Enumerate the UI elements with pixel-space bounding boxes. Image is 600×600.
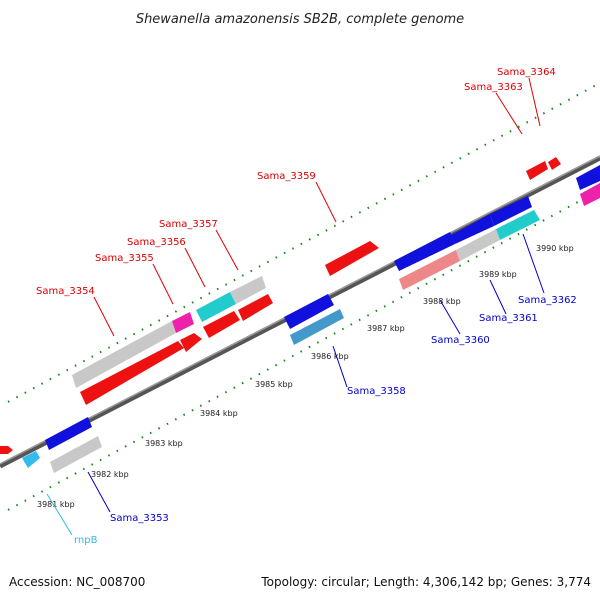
rna-feature-rnpb[interactable] <box>22 451 40 468</box>
gene-label-sama-3358[interactable]: Sama_3358 <box>347 386 406 397</box>
gene-feature-sama-3353[interactable] <box>45 417 92 450</box>
gene-label-sama-3354[interactable]: Sama_3354 <box>36 286 95 297</box>
label-leader-lines <box>46 77 545 536</box>
tick-track-inner <box>7 189 600 511</box>
gene-feature-sama-3359[interactable] <box>325 241 379 276</box>
feature-track <box>0 157 600 473</box>
gene-feature[interactable] <box>456 229 500 261</box>
scale-label: 3990 kbp <box>536 244 574 253</box>
gene-label-sama-3361[interactable]: Sama_3361 <box>479 313 538 324</box>
map-title: Shewanella amazonensis SB2B, complete ge… <box>136 12 464 27</box>
gene-feature[interactable] <box>0 446 13 454</box>
gene-label-sama-3363[interactable]: Sama_3363 <box>464 82 523 93</box>
scale-labels: 3981 kbp 3982 kbp 3983 kbp 3984 kbp 3985… <box>37 244 574 509</box>
gene-feature-sama-3362[interactable] <box>490 196 532 226</box>
gene-feature-sama-3354[interactable] <box>80 341 184 405</box>
gene-label-sama-3364[interactable]: Sama_3364 <box>497 67 556 78</box>
scale-label: 3983 kbp <box>145 439 183 448</box>
gene-feature-sama-3358-stack[interactable] <box>290 309 344 345</box>
gene-label-sama-3362[interactable]: Sama_3362 <box>518 295 577 306</box>
gene-feature-sama-3356[interactable] <box>196 292 236 322</box>
scale-label: 3986 kbp <box>311 352 349 361</box>
gene-feature-sama-3361[interactable] <box>451 214 494 244</box>
accession-text: Accession: NC_008700 <box>9 575 145 589</box>
scale-label: 3989 kbp <box>479 270 517 279</box>
gene-label-sama-3356[interactable]: Sama_3356 <box>127 237 186 248</box>
gene-feature-sama-3362-cyan[interactable] <box>496 210 540 240</box>
gene-feature-sama-3354-magenta[interactable] <box>172 312 194 333</box>
tick-track-outer <box>7 82 600 403</box>
gene-feature[interactable] <box>203 311 240 338</box>
scale-label: 3981 kbp <box>37 500 75 509</box>
gene-label-sama-3359[interactable]: Sama_3359 <box>257 171 316 182</box>
gene-feature[interactable] <box>580 183 600 206</box>
gene-feature-sama-3354-gray[interactable] <box>72 321 176 388</box>
gene-feature-sama-3364[interactable] <box>548 157 561 170</box>
gene-feature-sama-3360-salmon[interactable] <box>399 250 460 290</box>
gene-feature-sama-3355[interactable] <box>180 333 202 352</box>
gene-feature[interactable] <box>50 436 102 473</box>
gene-labels: Sama_3364 Sama_3363 Sama_3359 Sama_3357 … <box>36 67 577 546</box>
gene-feature-sama-3360[interactable] <box>394 232 455 271</box>
scale-label: 3982 kbp <box>91 470 129 479</box>
gene-label-rnpb[interactable]: rnpB <box>74 535 98 546</box>
gene-feature[interactable] <box>238 294 273 321</box>
scale-label: 3985 kbp <box>255 380 293 389</box>
gene-label-sama-3357[interactable]: Sama_3357 <box>159 219 218 230</box>
gene-label-sama-3360[interactable]: Sama_3360 <box>431 335 490 346</box>
scale-label: 3984 kbp <box>200 409 238 418</box>
gene-label-sama-3355[interactable]: Sama_3355 <box>95 253 154 264</box>
gene-label-sama-3353[interactable]: Sama_3353 <box>110 513 169 524</box>
gene-feature-sama-3363[interactable] <box>526 161 548 180</box>
scale-label: 3988 kbp <box>423 297 461 306</box>
gene-feature-sama-3358[interactable] <box>284 294 334 329</box>
scale-label: 3987 kbp <box>367 324 405 333</box>
gene-feature[interactable] <box>576 165 600 190</box>
gene-feature-sama-3357[interactable] <box>230 276 266 304</box>
genome-summary-text: Topology: circular; Length: 4,306,142 bp… <box>260 575 591 589</box>
